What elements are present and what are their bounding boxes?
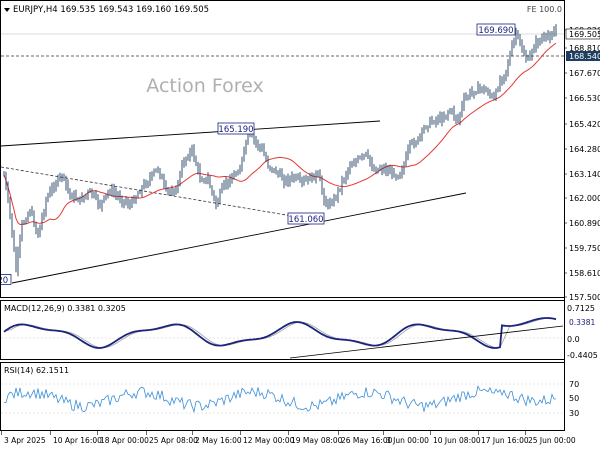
x-tick-label: 3 Jun 00:00 [386, 436, 429, 445]
macd-signal-line [3, 317, 557, 349]
macd-line [3, 317, 557, 349]
annotation-158020-label: 158.020 [0, 276, 8, 286]
fe-price-tag: 168.540 [566, 51, 600, 61]
current-price-tag-label: 169.505 [569, 30, 600, 39]
y-tick-label: 160.890 [569, 219, 600, 228]
annotation-165190-label: 165.190 [218, 125, 253, 135]
x-tick-label: 26 May 16:00 [341, 436, 393, 445]
y-tick-label: 166.530 [569, 94, 600, 103]
x-tick-label: 17 Jun 16:00 [481, 436, 529, 445]
y-tick-label: 162.000 [569, 194, 600, 203]
y-tick-label: 167.670 [569, 69, 600, 78]
annotation-161060-label: 161.060 [288, 215, 323, 225]
macd-tick-bottom: -0.4405 [567, 351, 598, 360]
macd-title: MACD(12,26,9) 0.3381 0.3205 [4, 304, 126, 313]
annotation-161060: 161.060 [287, 212, 325, 225]
main-y-axis: 169.920168.810167.670166.530165.420164.2… [564, 26, 600, 302]
x-tick-label: 12 May 00:00 [243, 436, 295, 445]
x-tick-label: 25 Apr 08:00 [149, 436, 198, 445]
annotation-165190: 165.190 [217, 122, 255, 135]
y-tick-label: 163.140 [569, 170, 600, 179]
rsi-tick-50: 50 [569, 394, 579, 403]
y-tick-label: 164.280 [569, 145, 600, 154]
annotation-169690-label: 169.690 [478, 26, 513, 36]
watermark-text: Action Forex [146, 75, 263, 97]
x-tick-label: 18 Apr 00:00 [100, 436, 149, 445]
rsi-tick-30: 30 [569, 409, 579, 418]
y-tick-label: 158.610 [569, 269, 600, 278]
x-tick-label: 3 Apr 2025 [4, 436, 46, 445]
macd-current-tag-label: 0.3381 [569, 318, 595, 327]
collapse-triangle-icon[interactable] [4, 8, 10, 12]
macd-current-tag: 0.3381 [566, 318, 600, 327]
dashed-trendline [0, 166, 311, 220]
y-tick-label: 165.420 [569, 120, 600, 129]
x-tick-label: 19 May 08:00 [291, 436, 343, 445]
macd-trendline [289, 325, 564, 359]
symbol-header: EURJPY,H4 169.535 169.543 169.160 169.50… [13, 5, 209, 15]
upper-channel-trendline [0, 120, 381, 147]
rsi-title: RSI(14) 62.1511 [4, 366, 69, 375]
lower-channel-trendline [11, 192, 467, 284]
fe-label: FE 100.0 [527, 5, 562, 14]
rsi-tick-70: 70 [569, 380, 579, 389]
x-tick-label: 25 Jun 00:00 [528, 436, 576, 445]
y-tick-label: 157.500 [569, 293, 600, 302]
moving-average-line [3, 42, 557, 226]
x-tick-label: 10 Apr 16:00 [53, 436, 102, 445]
annotation-169690: 169.690 [476, 23, 516, 36]
x-tick-label: 2 May 16:00 [195, 436, 242, 445]
main-panel-frame [0, 0, 565, 298]
macd-tick-top: 0.7125 [567, 304, 595, 313]
macd-tick-zero: 0.0 [567, 335, 580, 344]
fe-price-tag-label: 168.540 [569, 52, 600, 61]
x-tick-label: 10 Jun 08:00 [433, 436, 481, 445]
current-price-tag: 169.505 [565, 28, 600, 40]
y-tick-label: 168.810 [569, 44, 600, 53]
price-bars [3, 24, 557, 277]
y-tick-label: 159.750 [569, 244, 600, 253]
annotation-158020: 158.020 [0, 274, 12, 286]
rsi-line [4, 385, 557, 414]
